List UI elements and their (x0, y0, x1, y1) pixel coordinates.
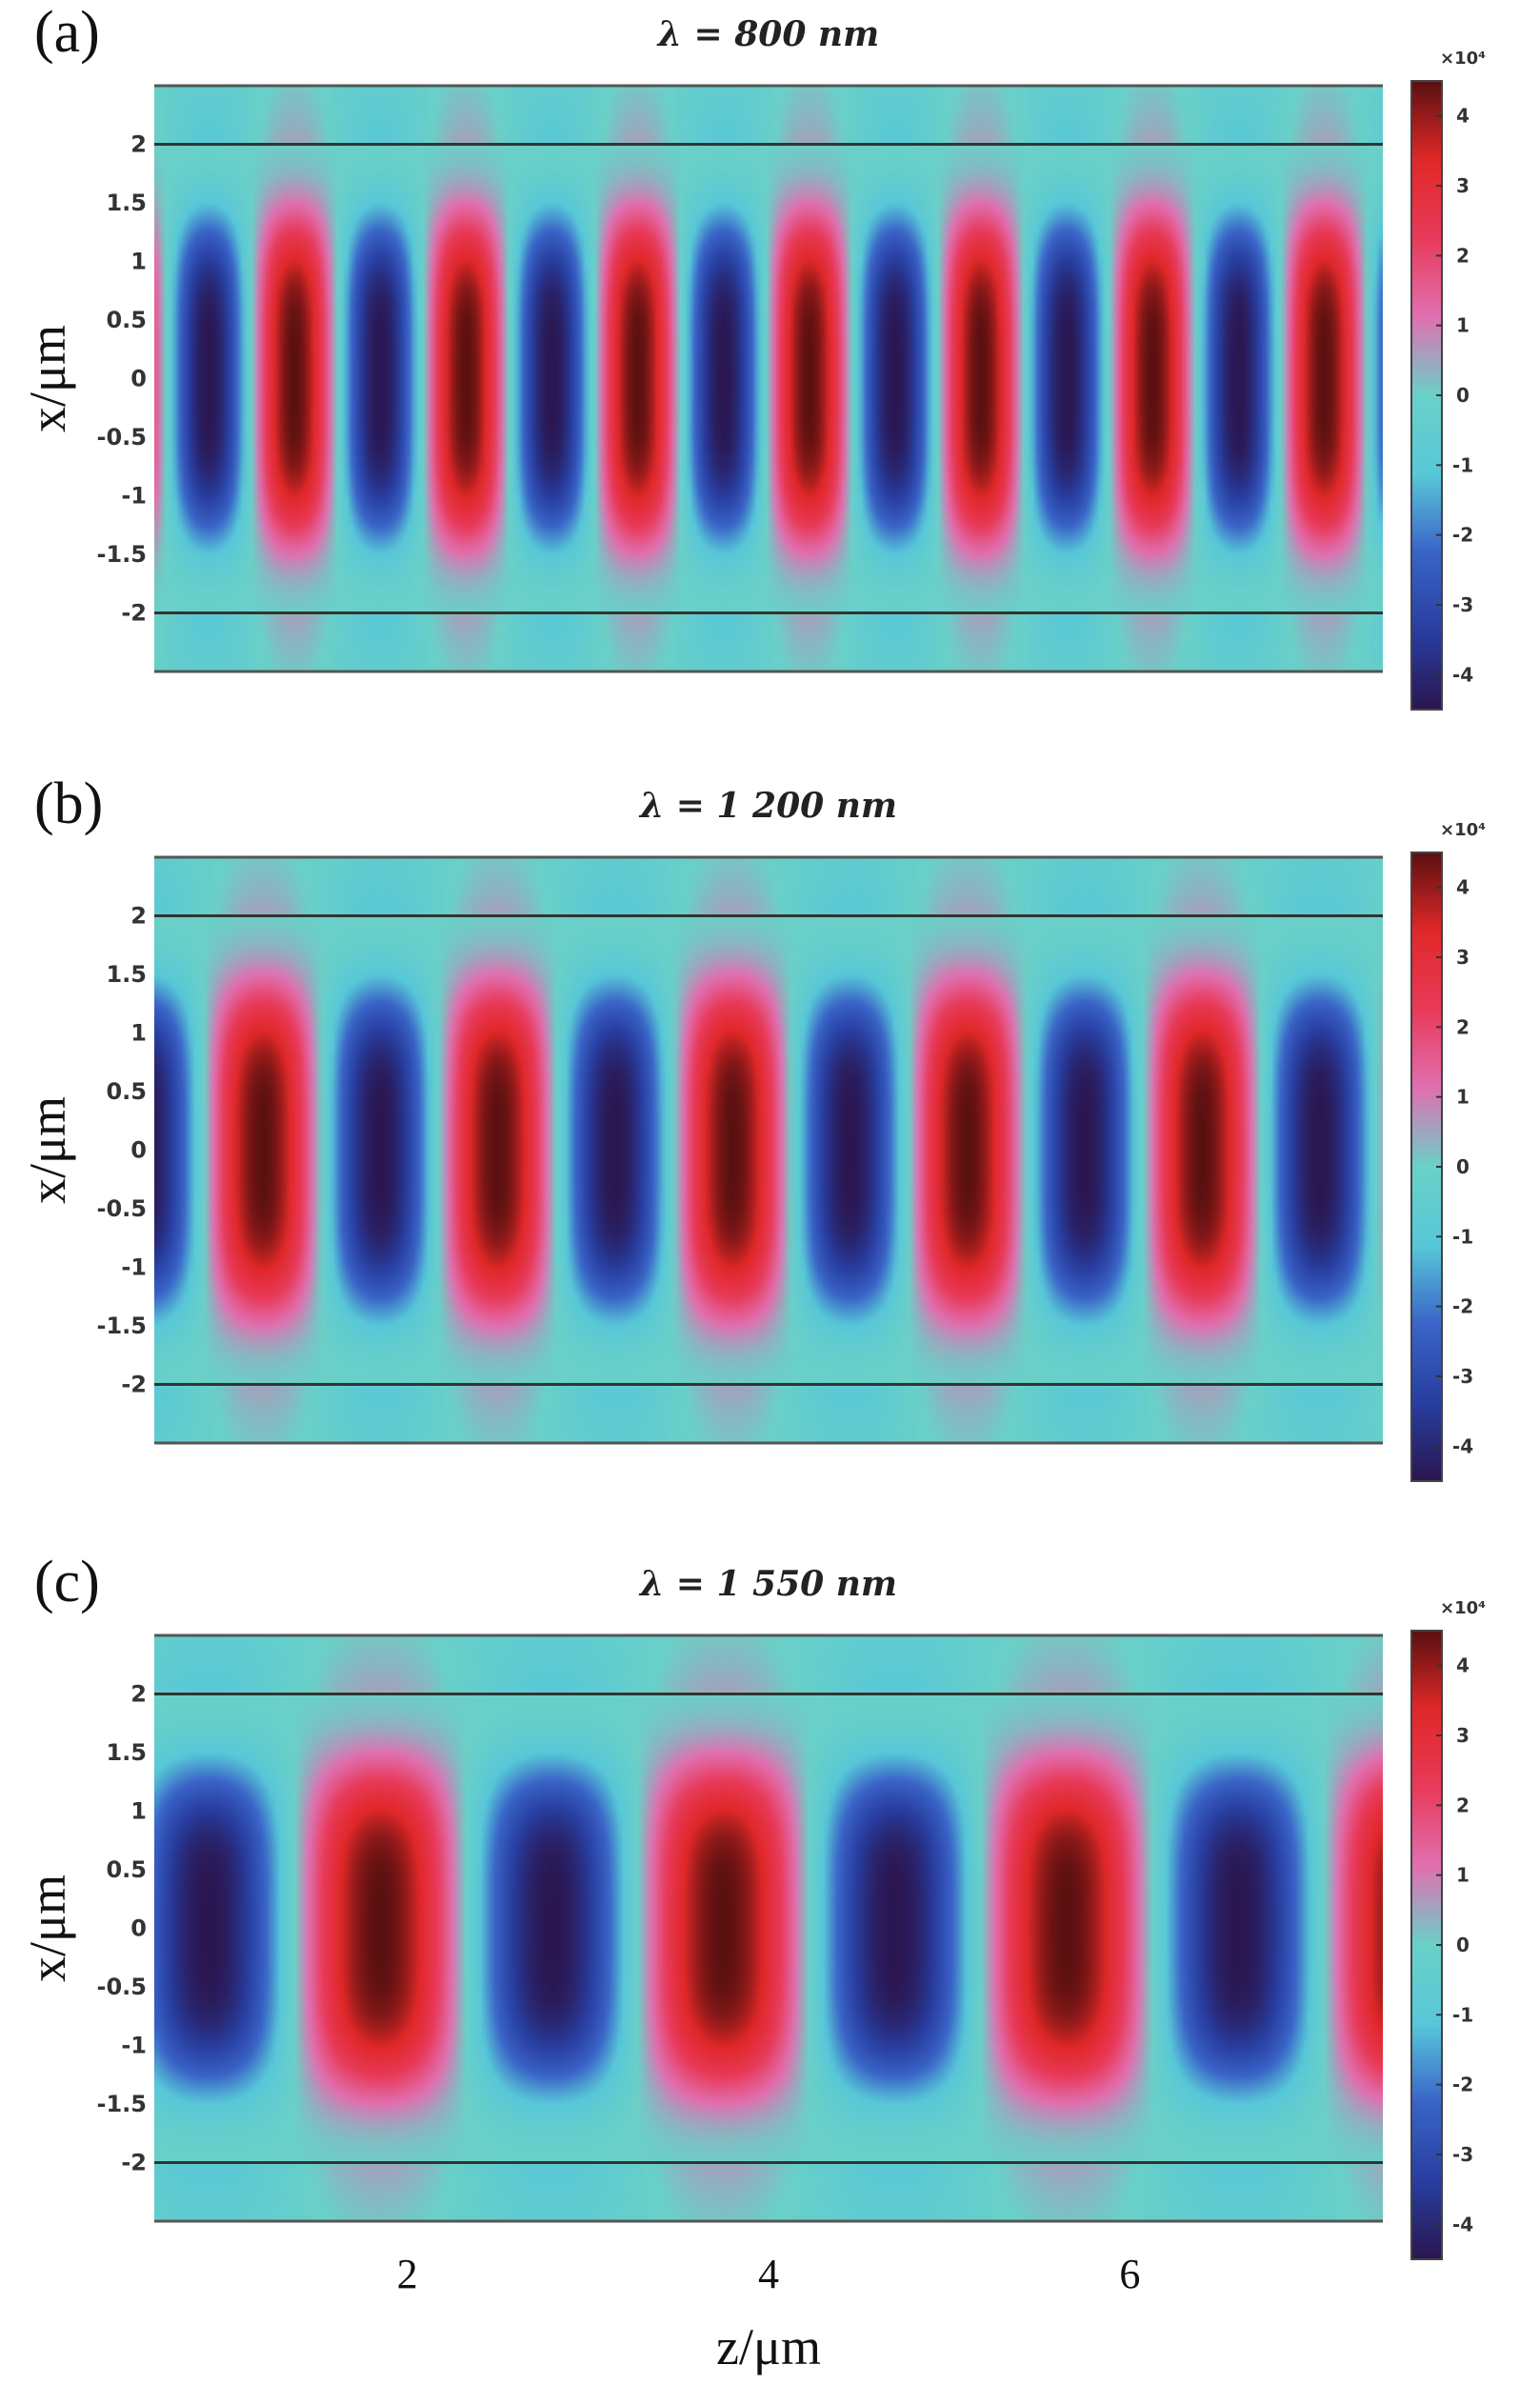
y-tick-label: 1.5 (106, 190, 147, 216)
y-tick-label: 1.5 (106, 961, 147, 988)
y-tick-label: -1 (121, 2033, 147, 2059)
colorbar-tick-label: -4 (1452, 2213, 1473, 2235)
y-tick-label: 0 (130, 1137, 147, 1164)
y-tick-label: 2 (130, 131, 147, 158)
colorbar-tick-label: -3 (1452, 2143, 1473, 2166)
colorbar-exponent: ×10⁴ (1440, 49, 1486, 69)
colorbar-tick-label: 0 (1456, 1934, 1470, 1956)
colorbar-tick-label: 1 (1456, 1086, 1470, 1109)
colorbar-tick-label: 4 (1456, 1654, 1470, 1677)
y-tick-label: 0.5 (106, 307, 147, 333)
y-axis-label: x/μm (19, 1096, 76, 1204)
y-tick-label: 2 (130, 1681, 147, 1708)
y-tick-label: -1 (121, 1254, 147, 1281)
colorbar-tick-label: -2 (1452, 1295, 1473, 1318)
y-tick-label: -0.5 (97, 1974, 147, 2000)
colorbar-tick-label: 3 (1456, 174, 1470, 197)
y-tick-label: 2 (130, 903, 147, 930)
colorbar-tick-label: 3 (1456, 946, 1470, 969)
colorbar: ×10⁴ 4 3 2 1 0 -1 -2 -3 -4 (1410, 820, 1486, 1482)
y-tick-label: -0.5 (97, 1195, 147, 1222)
panel-a: (a) λ = 800 nm 2 1.5 1 0.5 0 -0.5 -1 -1.5 -2 x/μm ×1… (19, 0, 1486, 711)
y-tick-label: 1 (130, 1798, 147, 1825)
panel-title: λ = 1 550 nm (638, 1564, 897, 1604)
field-heatmap (154, 86, 1383, 671)
y-tick-label: 1 (130, 1020, 147, 1047)
x-tick-label: 6 (1119, 2251, 1140, 2297)
field-heatmap (154, 857, 1383, 1443)
panel-label: (b) (34, 772, 103, 836)
colorbar: ×10⁴ 4 3 2 1 0 -1 -2 -3 -4 (1410, 1598, 1486, 2260)
y-tick-label: -1 (121, 483, 147, 510)
field-heatmap (154, 1635, 1383, 2221)
colorbar-tick-label: 0 (1456, 384, 1470, 407)
colorbar-tick-label: -2 (1452, 524, 1473, 547)
colorbar-tick-label: -4 (1452, 1434, 1473, 1457)
colorbar-exponent: ×10⁴ (1440, 820, 1486, 840)
colorbar-tick-label: 1 (1456, 1864, 1470, 1887)
y-tick-label: 0.5 (106, 1078, 147, 1105)
y-tick-label: -2 (121, 600, 147, 627)
colorbar-tick-label: 2 (1456, 244, 1470, 267)
y-tick-label: -2 (121, 1372, 147, 1398)
colorbar-tick-label: 3 (1456, 1724, 1470, 1747)
y-axis-label: x/μm (19, 325, 76, 432)
y-tick-label: -1.5 (97, 541, 147, 568)
colorbar: ×10⁴ 4 3 2 1 0 -1 -2 -3 -4 (1410, 49, 1486, 711)
colorbar-tick-label: 2 (1456, 1015, 1470, 1038)
panel-title: λ = 1 200 nm (638, 786, 897, 826)
colorbar-tick-label: -1 (1452, 453, 1473, 476)
colorbar-tick-label: -4 (1452, 663, 1473, 686)
y-tick-label: -1.5 (97, 1313, 147, 1339)
colorbar-tick-label: 1 (1456, 314, 1470, 337)
panel-label: (c) (34, 1550, 100, 1614)
y-axis-label: x/μm (19, 1874, 76, 1982)
panel-c: (c) λ = 1 550 nm 2 1.5 1 0.5 0 -0.5 -1 -1.5 -2 x/μm… (19, 1550, 1486, 2297)
y-tick-label: 0 (130, 1915, 147, 1942)
x-axis-label: z/μm (716, 2318, 821, 2375)
colorbar-tick-label: -3 (1452, 1365, 1473, 1388)
colorbar-tick-label: 2 (1456, 1794, 1470, 1816)
panel-title: λ = 800 nm (656, 14, 879, 54)
y-tick-label: 1 (130, 249, 147, 275)
y-tick-label: 1.5 (106, 1739, 147, 1766)
colorbar-tick-label: 4 (1456, 876, 1470, 899)
y-tick-label: -1.5 (97, 2091, 147, 2117)
colorbar-tick-label: -1 (1452, 2003, 1473, 2026)
colorbar-tick-label: 4 (1456, 105, 1470, 128)
y-tick-label: -0.5 (97, 424, 147, 451)
panel-b: (b) λ = 1 200 nm 2 1.5 1 0.5 0 -0.5 -1 -1.5 -2 x/μm… (19, 772, 1486, 1482)
colorbar-exponent: ×10⁴ (1440, 1598, 1486, 1618)
y-tick-label: -2 (121, 2150, 147, 2176)
y-tick-label: 0.5 (106, 1856, 147, 1883)
x-tick-label: 2 (397, 2251, 418, 2297)
panel-label: (a) (34, 0, 100, 65)
y-tick-label: 0 (130, 366, 147, 392)
colorbar-tick-label: -2 (1452, 2074, 1473, 2096)
colorbar-tick-label: -1 (1452, 1225, 1473, 1248)
colorbar-tick-label: 0 (1456, 1155, 1470, 1178)
colorbar-tick-label: -3 (1452, 593, 1473, 616)
x-tick-label: 4 (758, 2251, 779, 2297)
